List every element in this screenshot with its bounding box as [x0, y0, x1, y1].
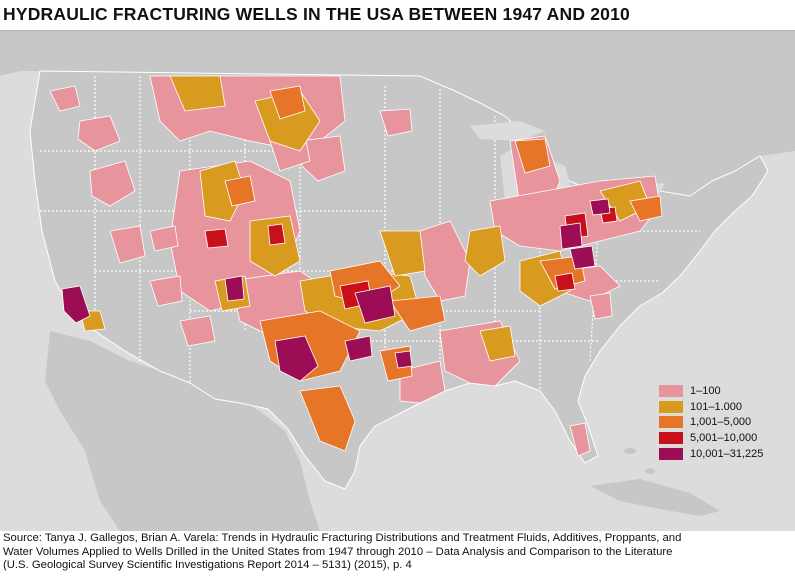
region-tier5 — [61, 285, 91, 324]
legend-label: 1–100 — [690, 384, 721, 397]
region-tier1 — [379, 108, 413, 137]
baja-peninsula — [55, 346, 118, 501]
region-tier3 — [389, 295, 446, 332]
region-tier3 — [269, 85, 306, 120]
region-tier1 — [77, 115, 121, 152]
usa-map[interactable] — [0, 31, 795, 531]
legend-label: 1,001–5,000 — [690, 416, 752, 429]
region-tier5 — [354, 285, 396, 324]
region-tier1 — [179, 315, 216, 347]
region-tier2 — [464, 225, 506, 277]
region-tier1 — [149, 225, 179, 252]
region-tier5 — [569, 245, 596, 270]
source-citation: Source: Tanya J. Gallegos, Brian A. Vare… — [3, 532, 793, 573]
region-tier2 — [249, 215, 301, 277]
title-divider — [0, 30, 795, 31]
region-tier2 — [169, 75, 226, 112]
region-tier1 — [569, 422, 591, 457]
region-tier1 — [109, 225, 146, 264]
region-tier5 — [224, 275, 245, 302]
source-line: Water Volumes Applied to Wells Drilled i… — [3, 545, 673, 558]
legend-swatch — [659, 384, 683, 397]
region-tier5 — [589, 198, 611, 216]
region-tier4 — [554, 272, 576, 292]
region-tier1 — [419, 220, 471, 302]
map-title: HYDRAULIC FRACTURING WELLS IN THE USA BE… — [3, 4, 630, 24]
region-tier2 — [379, 230, 426, 277]
map-canvas — [0, 31, 795, 531]
region-tier3 — [224, 175, 256, 207]
region-tier5 — [344, 335, 373, 362]
legend-label: 101–1.000 — [690, 400, 742, 413]
legend-item: 5,001–10,000 — [659, 430, 789, 446]
fracturing-regions — [49, 75, 663, 457]
legend-item: 1–100 — [659, 383, 789, 399]
region-tier1 — [589, 292, 613, 320]
map-legend: 1–100 101–1.000 1,001–5,000 5,001–10,000… — [659, 383, 789, 462]
region-tier2 — [479, 325, 516, 362]
legend-swatch — [659, 400, 683, 413]
region-tier1 — [49, 85, 81, 112]
region-tier5 — [274, 335, 319, 382]
region-tier5 — [394, 350, 413, 369]
bahamas-island — [645, 468, 655, 474]
region-tier1 — [89, 160, 136, 207]
legend-swatch — [659, 416, 683, 429]
bahamas-island — [624, 448, 636, 454]
legend-item: 101–1.000 — [659, 399, 789, 415]
legend-label: 5,001–10,000 — [690, 432, 758, 445]
region-tier3 — [514, 138, 551, 174]
legend-item: 10,001–31,225 — [659, 446, 789, 462]
legend-swatch — [659, 432, 683, 445]
region-tier5 — [559, 222, 583, 250]
region-tier4 — [204, 228, 229, 249]
source-line: Source: Tanya J. Gallegos, Brian A. Vare… — [3, 532, 682, 544]
canada-landmass — [0, 31, 795, 201]
legend-swatch — [659, 448, 683, 461]
region-tier4 — [267, 223, 286, 246]
region-tier3 — [299, 385, 356, 452]
legend-item: 1,001–5,000 — [659, 415, 789, 431]
cuba-island — [590, 479, 720, 516]
source-line: (U.S. Geological Survey Scientific Inves… — [3, 559, 412, 572]
region-tier3 — [629, 195, 663, 222]
region-tier1 — [149, 275, 183, 307]
legend-label: 10,001–31,225 — [690, 448, 764, 461]
